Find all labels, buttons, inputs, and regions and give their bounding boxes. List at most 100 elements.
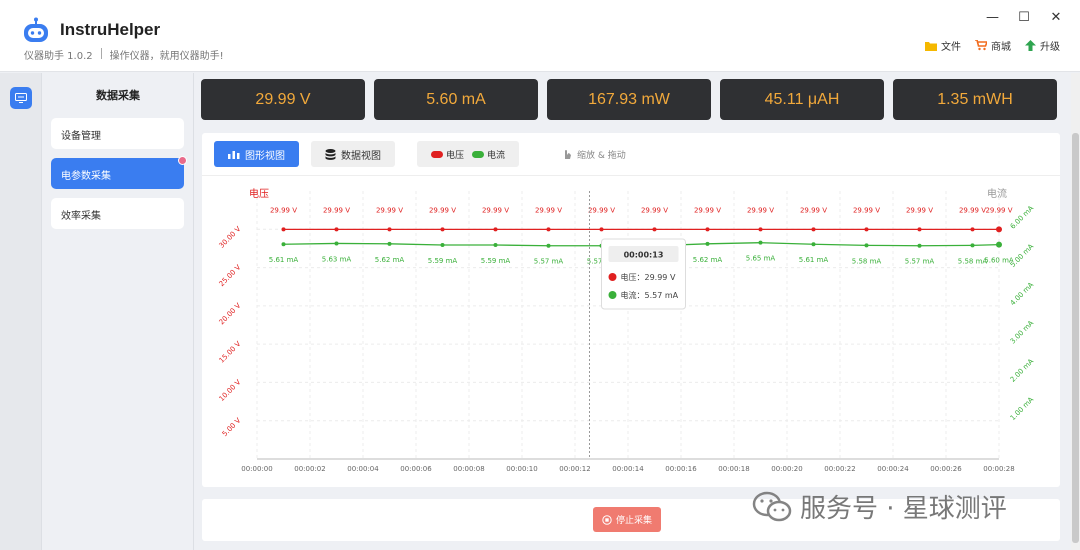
current-data-label: 5.61 mA	[799, 256, 829, 264]
main-scrollbar[interactable]	[1071, 73, 1080, 550]
bar-chart-icon	[228, 151, 240, 159]
x-tick-label: 00:00:06	[400, 465, 432, 473]
notification-dot	[178, 156, 187, 165]
current-data-label: 5.57 mA	[905, 258, 935, 266]
zoom-drag-hint: 缩放 & 拖动	[561, 148, 626, 161]
x-tick-label: 00:00:18	[718, 465, 749, 473]
x-tick-label: 00:00:04	[347, 465, 379, 473]
metric-energy: 1.35 mWH	[893, 79, 1057, 120]
zoom-drag-hint-label: 缩放 & 拖动	[577, 150, 626, 161]
x-tick-label: 00:00:14	[612, 465, 644, 473]
cart-icon	[975, 40, 987, 51]
robot-logo-icon	[24, 17, 48, 42]
x-tick-label: 00:00:26	[930, 465, 962, 473]
current-point	[705, 241, 710, 246]
chart-card: 图形视图 数据视图 电压 电流 缩放 & 拖动 00:00:00 00:00:02…	[202, 133, 1060, 487]
legend-voltage-label: 电压	[446, 150, 465, 161]
menu-store[interactable]: 商城	[975, 38, 1011, 53]
sidebar-item-electrical-params[interactable]: 电参数采集	[51, 156, 187, 189]
menu-upgrade-label: 升级	[1040, 42, 1060, 53]
window-controls: — ☐ ✕	[986, 10, 1062, 25]
tooltip-header	[608, 246, 679, 262]
legend-box: 电压 电流	[417, 141, 520, 167]
maximize-button[interactable]: ☐	[1018, 10, 1030, 25]
y-left-tick-label: 25.00 V	[218, 263, 243, 288]
minimize-button[interactable]: —	[986, 10, 999, 25]
voltage-data-label: 29.99 V	[535, 206, 562, 214]
sidebar: 数据采集 设备管理 电参数采集 效率采集	[42, 73, 194, 550]
voltage-data-label: 29.99 V	[959, 206, 986, 214]
x-tick-label: 00:00:20	[771, 465, 802, 473]
stop-collection-label: 停止采集	[615, 516, 652, 526]
sidebar-title: 数据采集	[96, 89, 140, 102]
y-right-tick-label: 3.00 mA	[1009, 319, 1036, 346]
current-point	[546, 243, 551, 248]
y-right-tick-label: 6.00 mA	[1009, 204, 1036, 231]
main-content: 29.99 V 5.60 mA 167.93 mW 45.11 μAH 1.35…	[195, 73, 1080, 550]
current-point	[281, 242, 286, 247]
top-menu: 文件 商城 升级	[925, 38, 1060, 53]
y-left-tick-label: 20.00 V	[218, 301, 243, 326]
current-point	[334, 241, 339, 246]
voltage-data-label: 29.99 V	[985, 206, 1012, 214]
database-icon	[325, 148, 336, 160]
legend-voltage[interactable]: 电压	[431, 148, 464, 161]
sidebar-item-label: 设备管理	[61, 131, 101, 142]
current-point	[864, 243, 869, 248]
voltage-data-label: 29.99 V	[376, 206, 403, 214]
voltage-data-label: 29.99 V	[588, 206, 615, 214]
menu-file[interactable]: 文件	[925, 38, 961, 53]
voltage-point	[493, 227, 498, 232]
y-left-tick-label: 15.00 V	[218, 340, 243, 365]
voltage-point	[970, 227, 975, 232]
sidebar-item-label: 电参数采集	[61, 171, 111, 182]
x-tick-label: 00:00:28	[983, 465, 1014, 473]
current-data-label: 5.58 mA	[958, 257, 988, 265]
current-point	[758, 240, 763, 245]
data-collection-nav-button[interactable]	[10, 87, 32, 109]
action-card: 停止采集	[202, 499, 1060, 541]
voltage-data-label: 29.99 V	[694, 206, 721, 214]
app-name: InstruHelper	[60, 20, 161, 39]
voltage-point	[917, 227, 922, 232]
watermark: 服务号 · 星球测评	[752, 488, 1007, 525]
voltage-point	[440, 227, 445, 232]
current-data-label: 5.63 mA	[322, 255, 352, 263]
x-tick-label: 00:00:08	[453, 465, 484, 473]
current-point	[996, 241, 1002, 248]
tooltip-time: 00:00:13	[624, 251, 664, 260]
voltage-data-label: 29.99 V	[641, 206, 668, 214]
data-view-button[interactable]: 数据视图	[311, 141, 395, 167]
voltage-data-label: 29.99 V	[482, 206, 509, 214]
current-data-label: 5.59 mA	[481, 257, 511, 265]
app-subtitle: 仪器助手 1.0.2 操作仪器，就用仪器助手!	[24, 47, 224, 62]
sidebar-item-device-management[interactable]: 设备管理	[51, 118, 184, 149]
metric-charge: 45.11 μAH	[720, 79, 884, 120]
y-right-tick-label: 1.00 mA	[1009, 396, 1036, 423]
tooltip-voltage-dot	[608, 273, 617, 281]
graph-view-button[interactable]: 图形视图	[214, 141, 299, 167]
tooltip-current-dot	[608, 291, 617, 299]
scrollbar-thumb[interactable]	[1072, 133, 1079, 543]
legend-current[interactable]: 电流	[472, 148, 505, 161]
y-right-tick-label: 4.00 mA	[1009, 281, 1036, 308]
voltage-point	[758, 227, 763, 232]
menu-upgrade[interactable]: 升级	[1025, 38, 1060, 53]
voltage-point	[652, 227, 657, 232]
voltage-point	[996, 226, 1002, 233]
voltage-data-label: 29.99 V	[323, 206, 350, 214]
legend-current-label: 电流	[487, 150, 506, 161]
stop-collection-button[interactable]: 停止采集	[593, 507, 661, 532]
x-tick-label: 00:00:22	[824, 465, 855, 473]
voltage-point	[546, 227, 551, 232]
metric-voltage: 29.99 V	[201, 79, 365, 120]
title-bar: InstruHelper 仪器助手 1.0.2 操作仪器，就用仪器助手! — ☐…	[0, 0, 1080, 72]
icon-bar	[0, 73, 42, 550]
close-button[interactable]: ✕	[1050, 10, 1062, 25]
y-left-axis-title: 电压	[249, 187, 269, 200]
sidebar-item-efficiency[interactable]: 效率采集	[51, 198, 184, 229]
line-chart[interactable]: 00:00:00 00:00:02 00:00:04 00:00:06 00:00:08…	[202, 177, 1060, 487]
watermark-text: 服务号 · 星球测评	[800, 494, 1007, 524]
voltage-data-label: 29.99 V	[800, 206, 827, 214]
upgrade-icon	[1025, 40, 1036, 51]
